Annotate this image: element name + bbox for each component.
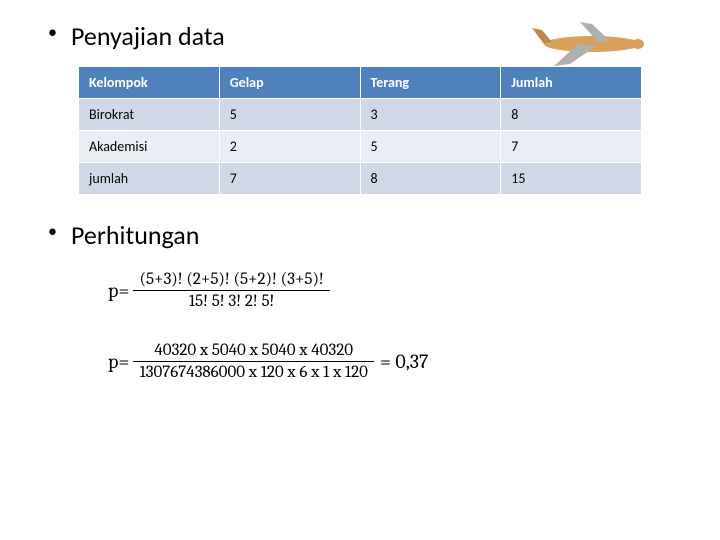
- formula-2-denominator: 1307674386000 x 120 x 6 x 1 x 120: [133, 362, 373, 383]
- table-cell: 7: [219, 163, 360, 195]
- table-cell: 5: [360, 131, 501, 163]
- table-row: Birokrat538: [79, 99, 642, 131]
- table-cell: 8: [501, 99, 642, 131]
- formula-block: p= (5+3)! (2+5)! (5+2)! (3+5)! 15! 5! 3!…: [108, 269, 690, 383]
- table-cell: 15: [501, 163, 642, 195]
- data-table: KelompokGelapTerangJumlah Birokrat538Aka…: [78, 66, 642, 195]
- bullet-dot-icon: •: [48, 20, 57, 45]
- formula-1: p= (5+3)! (2+5)! (5+2)! (3+5)! 15! 5! 3!…: [108, 269, 690, 312]
- formula-2-lhs: p=: [108, 350, 129, 373]
- airplane-icon: [530, 14, 660, 69]
- formula-1-denominator: 15! 5! 3! 2! 5!: [183, 291, 281, 312]
- table-header-cell: Terang: [360, 67, 501, 99]
- data-table-container: KelompokGelapTerangJumlah Birokrat538Aka…: [78, 66, 642, 195]
- table-cell: 5: [219, 99, 360, 131]
- table-header-cell: Jumlah: [501, 67, 642, 99]
- table-cell: 7: [501, 131, 642, 163]
- table-header-cell: Gelap: [219, 67, 360, 99]
- table-cell: 3: [360, 99, 501, 131]
- bullet-dot-icon: •: [48, 219, 57, 244]
- table-cell: Birokrat: [79, 99, 220, 131]
- table-row: jumlah7815: [79, 163, 642, 195]
- bullet-text-2: Perhitungan: [71, 219, 199, 251]
- table-cell: Akademisi: [79, 131, 220, 163]
- formula-1-numerator: (5+3)! (2+5)! (5+2)! (3+5)!: [133, 269, 329, 290]
- formula-2: p= 40320 x 5040 x 5040 x 40320 130767438…: [108, 340, 690, 383]
- formula-2-fraction: 40320 x 5040 x 5040 x 40320 130767438600…: [133, 340, 373, 383]
- formula-1-fraction: (5+3)! (2+5)! (5+2)! (3+5)! 15! 5! 3! 2!…: [133, 269, 329, 312]
- table-row: Akademisi257: [79, 131, 642, 163]
- formula-2-rhs: = 0,37: [380, 350, 429, 373]
- table-cell: jumlah: [79, 163, 220, 195]
- formula-1-lhs: p=: [108, 279, 129, 302]
- table-header-cell: Kelompok: [79, 67, 220, 99]
- bullet-perhitungan: • Perhitungan: [48, 219, 690, 251]
- table-cell: 2: [219, 131, 360, 163]
- bullet-text-1: Penyajian data: [71, 20, 225, 52]
- table-cell: 8: [360, 163, 501, 195]
- formula-2-numerator: 40320 x 5040 x 5040 x 40320: [148, 340, 359, 361]
